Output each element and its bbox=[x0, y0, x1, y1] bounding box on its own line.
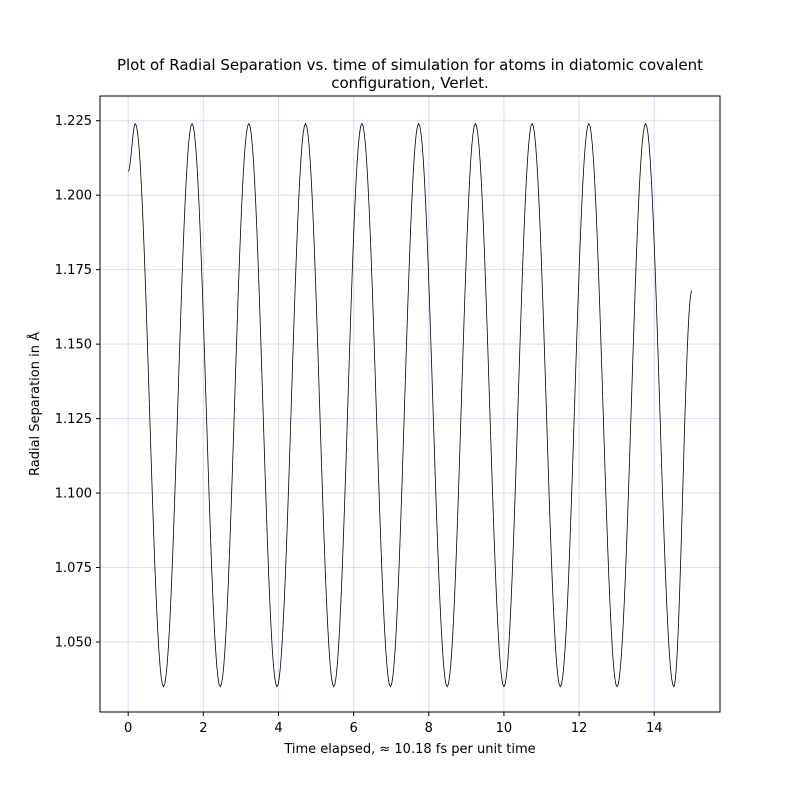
x-tick-label: 12 bbox=[571, 721, 588, 736]
y-tick-label: 1.075 bbox=[55, 561, 92, 576]
x-tick-label: 6 bbox=[349, 721, 357, 736]
x-tick-label: 4 bbox=[274, 721, 282, 736]
grid-lines bbox=[100, 96, 720, 712]
plot-area bbox=[127, 122, 693, 688]
x-axis-label: Time elapsed, ≈ 10.18 fs per unit time bbox=[283, 742, 535, 757]
x-axis-ticks: 0 2 4 6 8 10 12 14 bbox=[124, 712, 663, 736]
y-axis-label: Radial Separation in Å bbox=[27, 332, 43, 476]
y-tick-label: 1.150 bbox=[55, 338, 92, 353]
x-tick-label: 8 bbox=[425, 721, 433, 736]
x-tick-label: 10 bbox=[496, 721, 513, 736]
chart-title-line-2: configuration, Verlet. bbox=[331, 74, 489, 92]
chart-title-line-1: Plot of Radial Separation vs. time of si… bbox=[117, 56, 703, 74]
x-tick-label: 14 bbox=[646, 721, 663, 736]
y-axis-ticks: 1.050 1.075 1.100 1.125 1.150 1.175 1.200 1.225 bbox=[55, 114, 100, 651]
x-tick-label: 0 bbox=[124, 721, 132, 736]
x-tick-label: 2 bbox=[199, 721, 207, 736]
y-tick-label: 1.175 bbox=[55, 263, 92, 278]
y-tick-label: 1.100 bbox=[55, 487, 92, 502]
y-tick-label: 1.200 bbox=[55, 189, 92, 204]
y-tick-label: 1.050 bbox=[55, 636, 92, 651]
y-tick-label: 1.125 bbox=[55, 412, 92, 427]
y-tick-label: 1.225 bbox=[55, 114, 92, 129]
axes-frame bbox=[99, 95, 721, 713]
radial-separation-line bbox=[127, 122, 693, 688]
